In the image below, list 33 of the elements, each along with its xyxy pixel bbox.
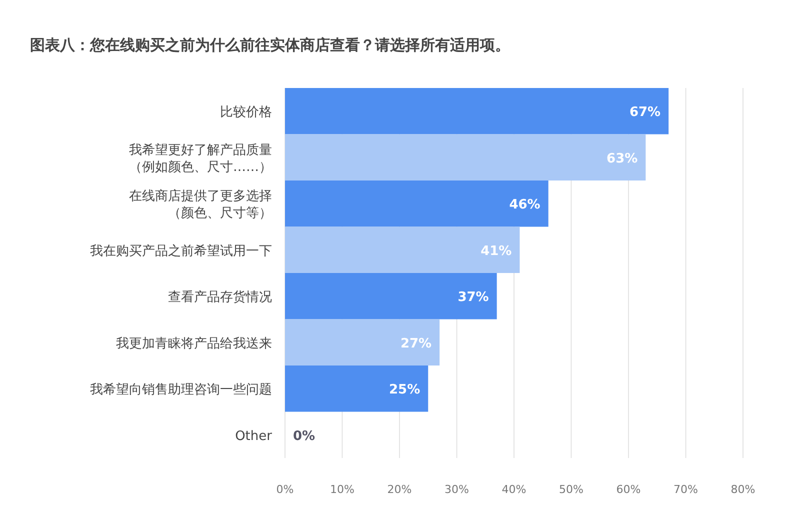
x-tick-label: 20%: [387, 483, 412, 496]
y-tick-label: 我更加青睐将产品给我送来: [116, 336, 272, 352]
x-tick-label: 80%: [730, 483, 756, 496]
x-tick-label: 40%: [502, 483, 526, 496]
y-tick-label: 查看产品存货情况: [168, 290, 272, 306]
bar: [285, 88, 669, 134]
y-tick-label: 我希望向销售助理咨询一些问题: [90, 382, 272, 398]
data-label: 46%: [509, 198, 540, 213]
bar: [285, 366, 428, 412]
x-tick-label: 30%: [444, 483, 469, 496]
data-label: 41%: [480, 244, 512, 259]
y-tick-label: 我在购买产品之前希望试用一下: [90, 244, 272, 259]
data-label: 27%: [400, 336, 432, 352]
bar: [285, 273, 497, 320]
bar: [285, 226, 520, 273]
data-label: 25%: [389, 382, 420, 398]
data-label: 0%: [293, 428, 316, 444]
data-label: 37%: [458, 290, 489, 306]
bar: [285, 134, 646, 180]
y-tick-label: Other: [235, 428, 273, 444]
x-tick-label: 0%: [276, 483, 294, 496]
data-label: 63%: [606, 151, 638, 166]
x-tick-label: 70%: [674, 483, 698, 496]
y-tick-label: 比较价格: [220, 105, 272, 120]
x-tick-label: 10%: [330, 483, 354, 496]
bar: [285, 319, 440, 366]
y-tick-label: 我希望更好了解产品质量（例如颜色、尺寸……）: [129, 142, 272, 175]
chart-title: 图表八：您在线购买之前为什么前往实体商店查看？请选择所有适用项。: [30, 36, 510, 54]
data-label: 67%: [629, 105, 661, 120]
y-tick-label: 在线商店提供了更多选择（颜色、尺寸等）: [129, 188, 272, 222]
x-tick-label: 60%: [616, 483, 641, 496]
x-tick-label: 50%: [559, 483, 584, 496]
bar: [285, 180, 548, 227]
